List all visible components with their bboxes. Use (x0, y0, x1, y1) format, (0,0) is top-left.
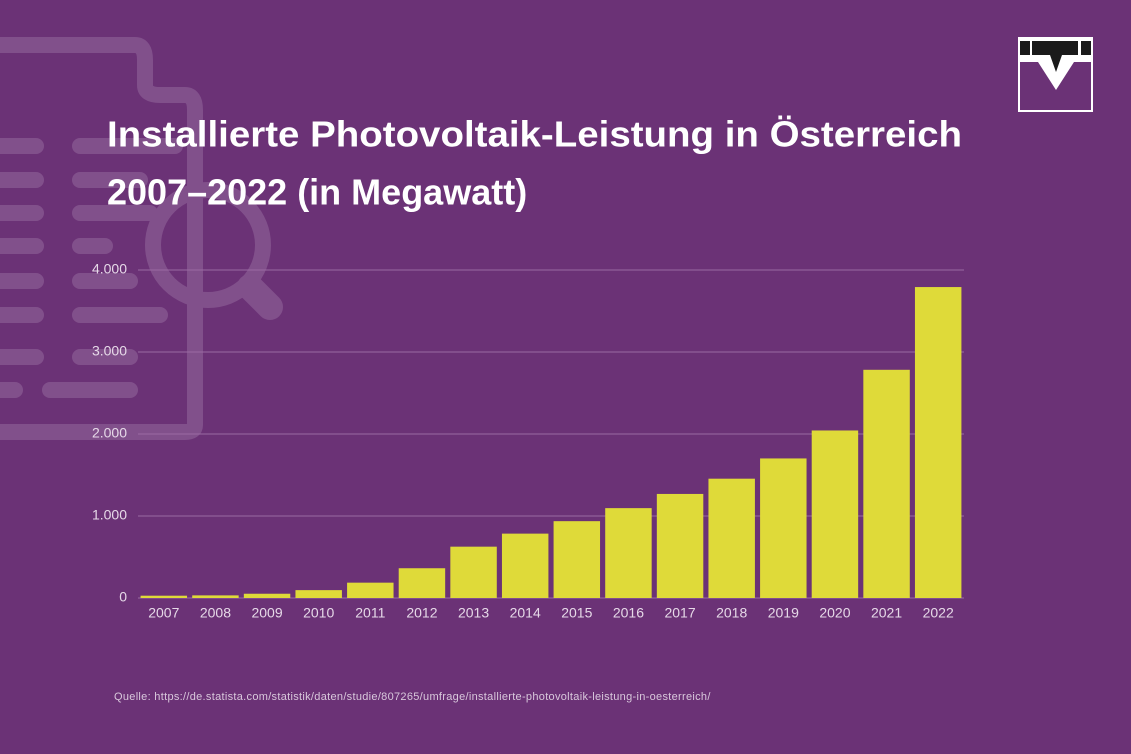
x-tick-label: 2020 (819, 605, 850, 621)
background-icon (0, 37, 283, 440)
bar (140, 595, 188, 598)
x-tick-label: 2013 (458, 605, 489, 621)
bar (295, 590, 342, 598)
y-tick-label: 2.000 (92, 425, 127, 441)
y-tick-label: 3.000 (92, 343, 127, 359)
x-tick-label: 2021 (871, 605, 902, 621)
bar (192, 595, 239, 598)
x-tick-label: 2008 (200, 605, 231, 621)
bar (450, 546, 497, 598)
x-tick-label: 2009 (251, 605, 282, 621)
chart-title: 2007–2022 (in Megawatt) (107, 172, 527, 213)
bar (914, 287, 962, 598)
x-tick-label: 2012 (406, 605, 437, 621)
y-tick-label: 1.000 (92, 507, 127, 523)
x-tick-label: 2016 (613, 605, 644, 621)
bar (243, 593, 291, 598)
bar (605, 508, 652, 598)
x-tick-label: 2011 (355, 605, 385, 621)
logo (1018, 37, 1093, 112)
bar (398, 568, 446, 598)
bar (811, 430, 859, 598)
y-tick-label: 4.000 (92, 261, 127, 277)
bar (501, 533, 549, 598)
x-tick-label: 2014 (510, 605, 541, 621)
x-tick-label: 2015 (561, 605, 592, 621)
chart-title: Installierte Photovoltaik-Leistung in Ös… (107, 114, 962, 155)
bar (347, 582, 394, 598)
x-tick-label: 2007 (148, 605, 179, 621)
source: Quelle: https://de.statista.com/statisti… (114, 691, 711, 703)
x-tick-label: 2017 (664, 605, 695, 621)
x-tick-label: 2022 (923, 605, 954, 621)
bar (863, 369, 910, 598)
bar (553, 521, 601, 598)
bar (760, 458, 807, 598)
x-tick-label: 2010 (303, 605, 334, 621)
bar (708, 478, 755, 598)
x-tick-label: 2018 (716, 605, 747, 621)
x-tick-label: 2019 (768, 605, 799, 621)
y-tick-label: 0 (119, 589, 127, 605)
bar (656, 493, 704, 598)
